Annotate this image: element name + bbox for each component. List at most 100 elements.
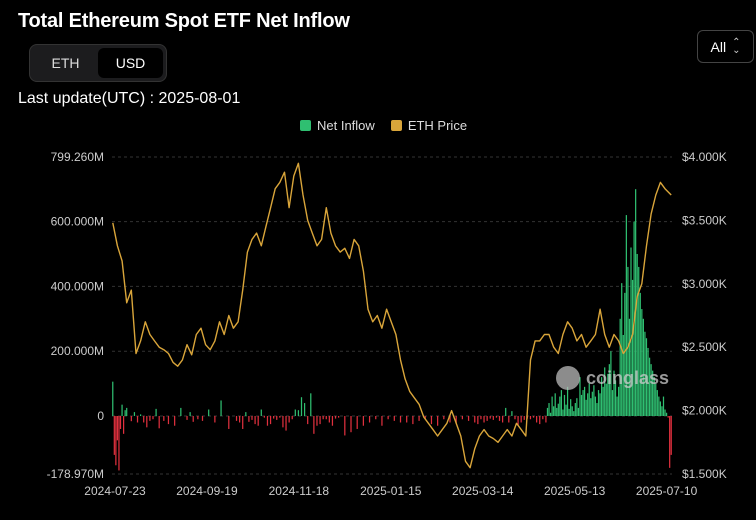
inflow-bar [291,416,293,420]
inflow-bar [498,416,501,421]
inflow-bar [201,416,204,421]
inflow-bar [297,410,300,417]
inflow-bar [328,416,330,423]
unit-option-usd[interactable]: USD [98,48,163,78]
inflow-bar [155,408,157,417]
inflow-bar [186,416,188,420]
x-tick-label: 2024-07-23 [84,484,146,498]
inflow-bar [648,357,651,417]
inflow-bar [387,416,389,420]
last-update: Last update(UTC) : 2025-08-01 [18,90,241,107]
range-select[interactable]: All ⌃ ⌄ [697,30,754,63]
inflow-bar [381,416,383,426]
inflow-bar [605,383,607,417]
inflow-bar [239,416,241,423]
inflow-bar [517,416,519,426]
inflow-bar [119,416,122,429]
inflow-bar [659,401,662,417]
inflow-bar [279,416,281,418]
inflow-bar [579,377,581,417]
inflow-bar [263,416,265,418]
inflow-bar [115,416,117,466]
inflow-bar [406,416,408,423]
inflow-bar [325,416,327,420]
inflow-bar [636,253,638,417]
legend-swatch-net-inflow [300,120,311,131]
inflow-bar [557,403,559,417]
inflow-bar [652,370,654,417]
inflow-bar [449,416,451,423]
inflow-bar [393,416,395,421]
inflow-bar [467,416,470,421]
inflow-bar [143,416,145,423]
y-left-tick-label: 799.260M [51,150,104,164]
inflow-bar [583,386,586,417]
inflow-bar [576,398,578,417]
inflow-bar [310,393,312,417]
chart-legend: Net Inflow ETH Price [300,118,467,133]
inflow-bar [282,416,284,428]
inflow-bar [248,416,250,422]
y-right-tick-label: $3.500K [682,213,727,227]
y-right-tick-label: $4.000K [682,150,727,164]
unit-option-eth[interactable]: ETH [51,55,80,71]
inflow-bar [653,377,655,417]
inflow-bar [529,416,532,420]
inflow-bar [532,416,535,418]
inflow-bar [588,383,590,417]
inflow-bar [597,390,600,417]
inflow-bar [251,416,253,420]
inflow-bar [350,416,352,433]
x-tick-label: 2025-03-14 [452,484,514,498]
inflow-bar [565,404,567,417]
y-left-tick-label: 600.000M [51,215,104,229]
inflow-bar [140,414,142,417]
inflow-bar [562,409,564,417]
inflow-bar [334,416,337,419]
inflow-bar [492,416,494,420]
x-tick-label: 2025-01-15 [360,484,422,498]
inflow-bar [641,309,643,417]
inflow-bar [577,407,580,417]
inflow-bar [670,416,672,455]
inflow-bar [662,396,665,417]
x-tick-label: 2024-09-19 [176,484,238,498]
inflow-bar [635,189,637,417]
legend-item-eth-price[interactable]: ETH Price [390,118,467,133]
inflow-bar [559,396,561,417]
watermark: coinglass [556,366,669,390]
inflow-bar [344,416,346,436]
inflow-bar [514,416,516,420]
inflow-bar [616,396,618,417]
inflow-bar [489,416,491,419]
inflow-bar [214,416,216,423]
inflow-bar [368,416,371,423]
inflow-bar [580,394,583,417]
inflow-bar [610,351,612,417]
inflow-bar [647,347,649,417]
y-right-tick-label: $2.500K [682,340,727,354]
inflow-bar [192,416,194,422]
inflow-bar [288,416,290,423]
chevron-updown-icon: ⌃ ⌄ [732,36,741,56]
inflow-bar [313,416,315,434]
y-right-tick-label: $2.000K [682,404,727,418]
y-left-tick-label: -178.970M [47,467,104,481]
legend-item-net-inflow[interactable]: Net Inflow [300,118,375,133]
x-tick-label: 2025-05-13 [544,484,606,498]
inflow-bar [627,266,629,417]
inflow-bar [607,373,609,417]
inflow-bar [650,364,652,417]
page-title: Total Ethereum Spot ETF Net Inflow [18,10,350,32]
inflow-bar [520,416,522,423]
inflow-bar [254,416,256,425]
inflow-bar [628,318,631,417]
inflow-bar [269,416,272,425]
inflow-bar [505,407,507,417]
y-left-tick-label: 0 [97,409,104,423]
inflow-bar [642,318,644,417]
inflow-bar [266,416,269,426]
inflow-bar [235,416,238,421]
inflow-bar [523,416,525,420]
